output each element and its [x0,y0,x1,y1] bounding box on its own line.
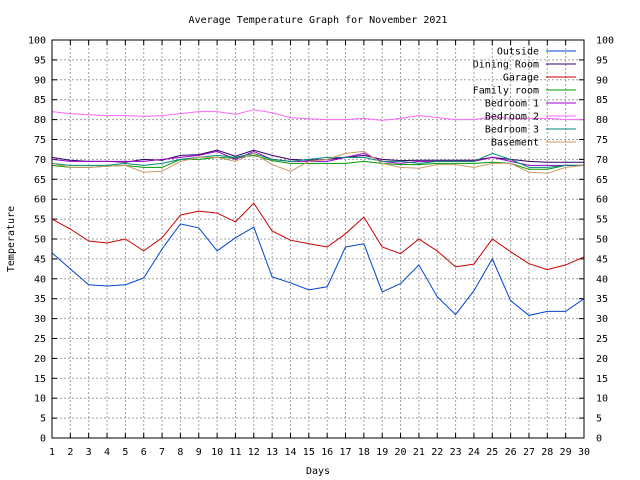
y-tick-label: 10 [34,394,46,405]
y-tick-label-right: 20 [596,354,608,365]
x-tick-label: 3 [86,447,92,458]
x-tick-label: 2 [67,447,73,458]
y-tick-label-right: 60 [596,195,608,206]
x-tick-label: 22 [431,447,443,458]
y-tick-label-right: 10 [596,394,608,405]
x-tick-label: 19 [376,447,388,458]
y-tick-label-right: 35 [596,294,608,305]
x-tick-label: 5 [122,447,128,458]
legend-label: Basement [491,138,539,149]
legend: Outside Dining Room Garage Family room Bedro… [473,47,576,149]
x-tick-label: 27 [523,447,535,458]
y-tick-label-right: 30 [596,314,608,325]
y-tick-label-right: 75 [596,135,608,146]
y-tick-label: 90 [34,75,46,86]
y-tick-label: 30 [34,314,46,325]
y-tick-label: 25 [34,334,46,345]
y-tick-label-right: 45 [596,254,608,265]
plot-frame [51,39,585,439]
x-tick-label: 28 [541,447,553,458]
grid [52,40,584,438]
y-tick-label-right: 95 [596,55,608,66]
x-tick-label: 30 [578,447,590,458]
x-tick-label: 14 [284,447,296,458]
legend-label: Bedroom 3 [485,125,539,136]
y-tick-label: 85 [34,95,46,106]
y-tick-label: 60 [34,195,46,206]
y-axis-label: Temperature [6,206,17,272]
x-tick-label: 23 [450,447,462,458]
x-tick-label: 8 [177,447,183,458]
x-tick-label: 18 [358,447,370,458]
series-line-garage [51,202,585,271]
y-tick-label: 55 [34,215,46,226]
x-tick-label: 4 [104,447,110,458]
y-tick-label-right: 90 [596,75,608,86]
legend-label: Family room [473,86,539,97]
series-line-family-room [51,154,584,170]
x-tick-label: 12 [248,447,260,458]
x-tick-label: 26 [505,447,517,458]
y-tick-label-right: 40 [596,274,608,285]
legend-label: Bedroom 1 [485,99,539,110]
y-tick-label-right: 15 [596,374,608,385]
y-tick-label-right: 55 [596,215,608,226]
x-tick-label: 13 [266,447,278,458]
x-tick-label: 24 [468,447,480,458]
y-tick-label: 0 [40,434,46,445]
series-line-basement [51,150,585,174]
x-tick-label: 21 [413,447,425,458]
x-tick-label: 1 [49,447,55,458]
y-tick-label: 35 [34,294,46,305]
y-tick-label: 70 [34,155,46,166]
series-line-bedroom-3 [51,152,584,168]
y-tick-label: 45 [34,254,46,265]
y-tick-label: 100 [28,36,46,47]
y-tick-label: 50 [34,235,46,246]
legend-label: Dining Room [473,60,539,71]
x-tick-label: 15 [303,447,315,458]
x-tick-label: 29 [560,447,572,458]
y-tick-label: 75 [34,135,46,146]
chart-title: Average Temperature Graph for November 2… [189,15,448,26]
y-tick-label-right: 50 [596,235,608,246]
legend-label: Outside [497,47,539,58]
x-tick-label: 9 [196,447,202,458]
series-line-bedroom-1 [51,150,584,166]
y-tick-label: 20 [34,354,46,365]
y-tick-label-right: 65 [596,175,608,186]
y-tick-label-right: 25 [596,334,608,345]
x-tick-label: 16 [321,447,333,458]
y-tick-label: 40 [34,274,46,285]
y-tick-label: 95 [34,55,46,66]
x-tick-label: 25 [486,447,498,458]
y-tick-label: 15 [34,374,46,385]
y-tick-label-right: 0 [596,434,602,445]
legend-label: Bedroom 2 [485,112,539,123]
x-tick-label: 6 [141,447,147,458]
y-tick-label-right: 85 [596,95,608,106]
x-tick-label: 10 [211,447,223,458]
x-tick-label: 20 [395,447,407,458]
x-tick-label: 17 [339,447,351,458]
series-line-outside [51,223,585,316]
y-tick-label: 80 [34,115,46,126]
series-line-bedroom-2 [51,109,584,121]
y-tick-label-right: 100 [596,36,614,47]
series [51,109,585,316]
y-tick-label-right: 70 [596,155,608,166]
y-tick-label: 65 [34,175,46,186]
y-tick-label-right: 80 [596,115,608,126]
y-tick-label: 5 [40,414,46,425]
x-axis-label: Days [306,466,330,477]
legend-label: Garage [503,73,539,84]
y-tick-label-right: 5 [596,414,602,425]
x-tick-label: 7 [159,447,165,458]
x-tick-label: 11 [229,447,241,458]
